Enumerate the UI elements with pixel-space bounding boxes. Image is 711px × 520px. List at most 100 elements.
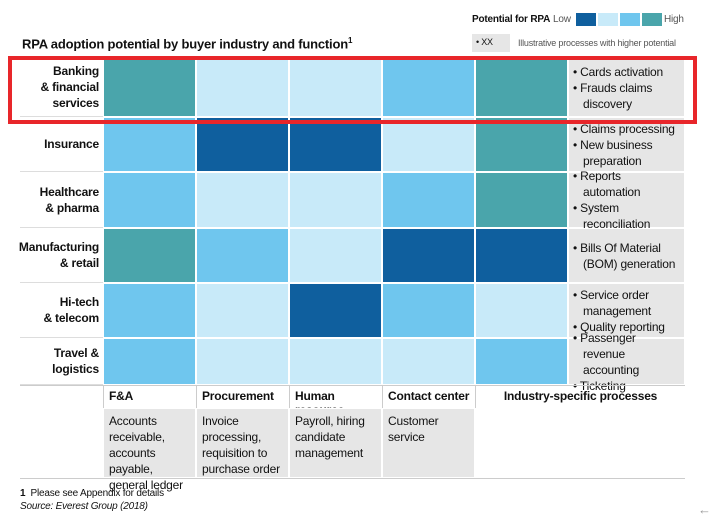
heat-cell [103,117,196,172]
row-label: Banking & financial services [20,58,103,117]
process-text: Cards activation [580,64,663,79]
heat-cell [103,338,196,385]
heat-cell [382,172,475,228]
process-list: • Cards activation • Frauds claims discov… [568,58,685,117]
heat-cell [289,338,382,385]
legend-low: Low [553,14,571,25]
column-header: Industry-specific processes [475,385,685,408]
table-rule [20,478,685,479]
column-description: Payroll, hiring candidate management [289,408,382,478]
heat-cell [475,283,568,338]
back-arrow: ← [698,502,711,517]
process-list: • Reports automation • System reconciliat… [568,169,685,231]
row-label: Manufacturing & retail [18,228,103,283]
column-header: Procurement [196,385,289,408]
process-list: • Service order management • Quality repo… [568,283,685,338]
heat-cell [103,228,196,283]
row-label: Insurance [20,117,103,172]
title-wrap: RPA adoption potential by buyer industry… [22,36,352,51]
row-label-line: logistics [52,362,99,376]
process-item: • Cards activation [573,64,663,79]
process-list: • Claims processing • New business prepar… [568,117,685,172]
heat-cell [103,58,196,117]
process-item: • Passenger revenue accounting [573,330,640,377]
process-text: Frauds claims discovery [580,80,653,111]
process-item: • System reconciliation [573,201,651,231]
footnote-number: 1 [20,488,26,499]
row-label-line: & pharma [45,200,99,215]
heat-cell [196,338,289,385]
column-description: Invoice processing, requisition to purch… [196,408,289,478]
row-label-line: Manufacturing [18,240,99,254]
process-text: Passenger revenue accounting [580,330,640,377]
row-label-line: services [52,96,100,110]
process-text: Claims processing [580,121,675,136]
row-label: Travel & logistics [20,338,103,385]
row-label-line: Hi-tech [59,295,99,309]
legend-title: Potential for RPA [472,14,551,25]
heat-cell [289,117,382,172]
heat-cell [475,338,568,385]
heat-cell [103,283,196,338]
legend-swatch [642,13,662,26]
row-label-line: & financial [40,80,100,94]
heat-cell [196,283,289,338]
heat-cell [196,117,289,172]
row-label: Healthcare & pharma [20,172,103,228]
heat-cell [382,58,475,117]
row-label-line: Insurance [44,137,99,151]
legend-marker-note: Illustrative processes with higher poten… [518,38,676,48]
legend-swatch [598,13,618,26]
row-label-line: Travel & [53,346,99,360]
highlight-box [8,56,697,124]
heat-cell [196,172,289,228]
process-item: • Reports automation [573,169,641,199]
heat-cell [196,228,289,283]
heat-cell [289,172,382,228]
process-text: System reconciliation [580,201,651,231]
legend-high: High [664,14,684,25]
process-item: • Claims processing [573,121,675,136]
heat-cell [475,228,568,283]
heat-cell [382,283,475,338]
row-label-line: Healthcare [39,184,100,199]
process-text: Bills Of Material (BOM) generation [580,240,676,271]
process-list: • Passenger revenue accounting• Ticketin… [568,331,685,393]
column-description: Customer service [382,408,475,478]
column-description: Accounts receivable, accounts payable, g… [103,408,196,492]
footnote-text: Please see Appendix for details [30,488,165,499]
table-rule [20,385,685,386]
process-item: • New business preparation [573,137,653,168]
footnote: 1 Please see Appendix for details [20,488,164,499]
process-item: • Frauds claims discovery [573,80,653,111]
heat-cell [382,117,475,172]
heat-cell [475,117,568,172]
source: Source: Everest Group (2018) [20,501,148,512]
row-label-line: & retail [59,256,99,270]
heat-cell [382,338,475,385]
process-item: • Service order management [573,287,652,318]
process-text: Quality reporting [580,319,665,334]
heat-cell [475,172,568,228]
process-list: • Bills Of Material (BOM) generation [568,228,685,283]
legend-marker: • XX [472,34,510,52]
process-text: Service order management [580,287,652,318]
column-header: Contact center [382,385,475,408]
legend-swatch [620,13,640,26]
heat-cell [289,228,382,283]
row-label-line: Banking [53,64,99,78]
process-item: • Quality reporting [573,319,665,334]
title-note: 1 [347,36,353,45]
heat-cell [289,58,382,117]
heat-cell [289,283,382,338]
process-text: Reports automation [580,169,641,199]
process-text: New business preparation [580,137,653,168]
column-header: F&A [103,385,196,408]
legend-swatch [576,13,596,26]
heat-cell [382,228,475,283]
column-header: Human resource [289,385,382,417]
title: RPA adoption potential by buyer industry… [22,36,348,52]
row-label: Hi-tech & telecom [20,283,103,338]
process-item: • Bills Of Material (BOM) generation [573,240,676,271]
